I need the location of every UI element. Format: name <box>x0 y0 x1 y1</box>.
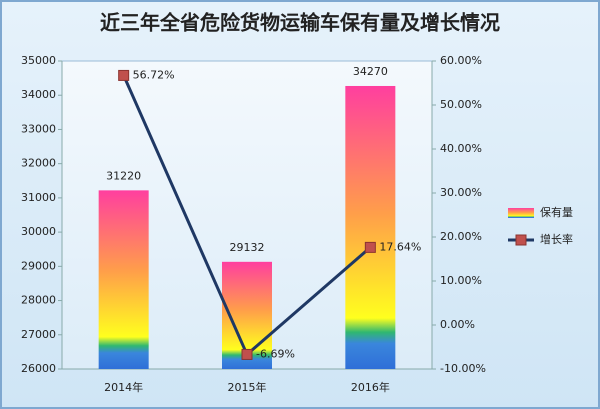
x-tick-label: 2014年 <box>104 380 143 394</box>
y2-tick-label: 30.00% <box>440 186 482 199</box>
y2-tick-label: 0.00% <box>440 318 475 331</box>
legend-label: 保有量 <box>540 205 573 219</box>
y-tick-label: 31000 <box>21 191 56 204</box>
y-tick-label: 35000 <box>21 54 56 67</box>
line-value-label: -6.69% <box>256 347 295 360</box>
legend-swatch <box>508 208 534 218</box>
y-tick-label: 33000 <box>21 122 56 135</box>
marker <box>118 69 130 81</box>
y2-tick-label: 10.00% <box>440 274 482 287</box>
y-tick-label: 30000 <box>21 225 56 238</box>
bar-value-label: 34270 <box>353 65 388 78</box>
y2-tick-label: 40.00% <box>440 142 482 155</box>
bar <box>98 190 149 369</box>
chart-title: 近三年全省危险货物运输车保有量及增长情况 <box>100 11 500 35</box>
y-tick-label: 32000 <box>21 157 56 170</box>
x-tick-label: 2015年 <box>228 380 267 394</box>
y2-tick-label: 20.00% <box>440 230 482 243</box>
marker <box>364 241 376 253</box>
y2-tick-label: 50.00% <box>440 98 482 111</box>
y2-tick-label: 60.00% <box>440 54 482 67</box>
y-tick-label: 34000 <box>21 88 56 101</box>
legend-label: 增长率 <box>540 232 573 246</box>
legend-marker <box>515 234 527 246</box>
line-value-label: 17.64% <box>379 240 421 253</box>
bar-value-label: 31220 <box>106 169 141 182</box>
y-tick-label: 27000 <box>21 328 56 341</box>
bar-value-label: 29132 <box>230 241 265 254</box>
y2-tick-label: -10.00% <box>440 362 486 375</box>
y-tick-label: 28000 <box>21 294 56 307</box>
bar <box>345 85 396 369</box>
x-tick-label: 2016年 <box>351 380 390 394</box>
line-value-label: 56.72% <box>133 68 175 81</box>
marker <box>241 348 253 360</box>
y-tick-label: 29000 <box>21 259 56 272</box>
y-tick-label: 26000 <box>21 362 56 375</box>
